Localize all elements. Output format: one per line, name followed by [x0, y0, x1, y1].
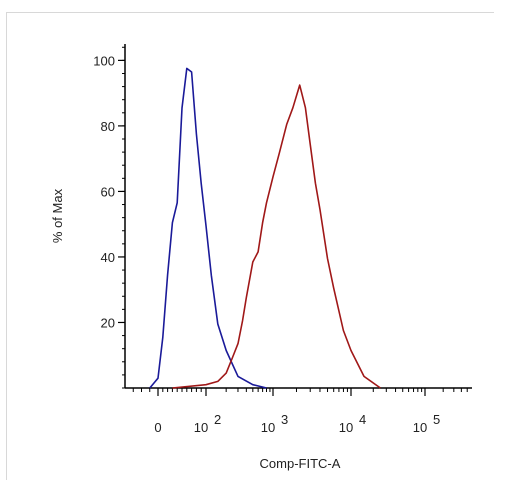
x-tick-label: 10: [194, 420, 208, 435]
y-tick-label: 80: [101, 119, 115, 134]
y-axis: 20 40 60 80 100: [93, 44, 126, 389]
y-tick-label: 60: [101, 184, 115, 199]
x-tick-label: 0: [154, 420, 161, 435]
y-tick-label: 40: [101, 250, 115, 265]
series-line-2: [172, 84, 381, 389]
x-tick-label: 10: [339, 420, 353, 435]
series-line-1: [149, 67, 267, 389]
y-tick-label: 20: [101, 315, 115, 330]
axis-labels: Comp-FITC-A % of Max: [50, 188, 341, 471]
x-tick-label: 10: [413, 420, 427, 435]
x-tick-exponent: 5: [433, 412, 440, 427]
x-tick-exponent: 2: [214, 412, 221, 427]
x-tick-label: 10: [261, 420, 275, 435]
x-axis: 0 10 2 10 3 10 4 10 5: [125, 387, 472, 435]
x-tick-exponent: 3: [281, 412, 288, 427]
y-tick-label: 100: [93, 53, 115, 68]
y-axis-title: % of Max: [50, 188, 65, 243]
series-layer: [149, 67, 381, 389]
x-tick-exponent: 4: [359, 412, 366, 427]
x-axis-title: Comp-FITC-A: [260, 456, 341, 471]
plot-frame: [6, 12, 494, 480]
